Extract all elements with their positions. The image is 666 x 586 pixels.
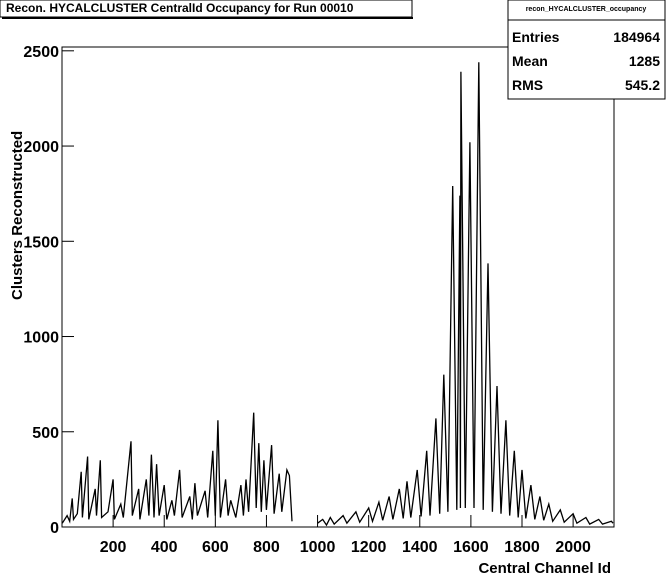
x-tick-label: 600 <box>202 539 229 556</box>
stats-value: 184964 <box>613 29 660 45</box>
stats-label: Mean <box>512 53 548 69</box>
x-axis-label: Central Channel Id <box>478 560 611 577</box>
stats-label: RMS <box>512 77 543 93</box>
stats-title: recon_HYCALCLUSTER_occupancy <box>526 6 647 13</box>
stats-box <box>507 0 666 100</box>
y-axis-label: Clusters Reconstructed <box>9 131 26 300</box>
chart-title: Recon. HYCALCLUSTER CentralId Occupancy … <box>6 1 354 15</box>
x-tick-label: 1800 <box>504 539 540 556</box>
y-tick-label: 2000 <box>23 139 59 156</box>
data-line <box>61 62 614 527</box>
y-tick-label: 2500 <box>23 44 59 61</box>
x-tick-label: 1600 <box>453 539 489 556</box>
x-tick-label: 800 <box>253 539 280 556</box>
y-tick-label: 0 <box>50 520 59 537</box>
x-tick-label: 1400 <box>402 539 438 556</box>
stats-value: 1285 <box>629 53 660 69</box>
stats-value: 545.2 <box>625 77 660 93</box>
x-tick-label: 200 <box>100 539 127 556</box>
x-tick-label: 1200 <box>351 539 387 556</box>
stats-label: Entries <box>512 29 560 45</box>
x-tick-label: 2000 <box>555 539 591 556</box>
x-tick-label: 400 <box>151 539 178 556</box>
y-tick-label: 500 <box>32 425 59 442</box>
x-tick-label: 1000 <box>300 539 336 556</box>
plot-frame <box>61 46 615 528</box>
y-tick-label: 1500 <box>23 234 59 251</box>
y-tick-label: 1000 <box>23 330 59 347</box>
